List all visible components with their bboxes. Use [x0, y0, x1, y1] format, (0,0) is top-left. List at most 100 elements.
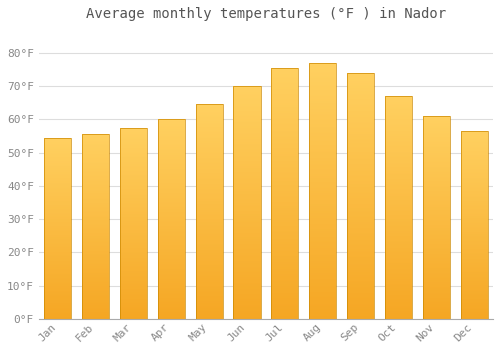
Bar	[158, 262, 185, 263]
Bar	[309, 150, 336, 151]
Bar	[460, 260, 488, 261]
Bar	[347, 260, 374, 261]
Bar	[347, 300, 374, 302]
Bar	[422, 220, 450, 222]
Bar	[196, 256, 223, 257]
Bar	[158, 315, 185, 316]
Bar	[422, 165, 450, 166]
Bar	[82, 235, 109, 236]
Bar	[422, 224, 450, 225]
Bar	[271, 229, 298, 230]
Bar	[234, 175, 260, 176]
Bar	[422, 124, 450, 125]
Bar	[158, 234, 185, 235]
Bar	[347, 234, 374, 235]
Bar	[196, 227, 223, 228]
Bar	[271, 286, 298, 287]
Bar	[460, 308, 488, 309]
Bar	[347, 226, 374, 228]
Bar	[309, 293, 336, 295]
Bar	[158, 165, 185, 166]
Bar	[82, 191, 109, 193]
Bar	[309, 260, 336, 261]
Bar	[309, 300, 336, 301]
Bar	[234, 137, 260, 139]
Bar	[422, 122, 450, 123]
Bar	[234, 163, 260, 164]
Bar	[158, 213, 185, 214]
Bar	[234, 173, 260, 175]
Bar	[120, 249, 147, 250]
Bar	[422, 190, 450, 191]
Bar	[385, 194, 412, 195]
Bar	[234, 230, 260, 232]
Bar	[82, 144, 109, 145]
Bar	[120, 254, 147, 255]
Bar	[347, 252, 374, 254]
Bar	[196, 189, 223, 190]
Bar	[271, 201, 298, 202]
Bar	[82, 190, 109, 191]
Bar	[196, 294, 223, 295]
Bar	[196, 239, 223, 240]
Bar	[120, 275, 147, 276]
Bar	[385, 213, 412, 214]
Bar	[234, 108, 260, 110]
Bar	[120, 240, 147, 241]
Bar	[196, 230, 223, 231]
Bar	[158, 301, 185, 302]
Bar	[82, 225, 109, 226]
Bar	[347, 256, 374, 257]
Bar	[347, 308, 374, 309]
Bar	[158, 199, 185, 200]
Bar	[271, 224, 298, 225]
Bar	[385, 239, 412, 240]
Bar	[120, 223, 147, 224]
Bar	[385, 264, 412, 265]
Bar	[460, 230, 488, 231]
Bar	[385, 261, 412, 262]
Bar	[234, 290, 260, 291]
Bar	[82, 244, 109, 245]
Bar	[347, 147, 374, 148]
Bar	[422, 222, 450, 223]
Bar	[422, 148, 450, 149]
Bar	[196, 145, 223, 146]
Bar	[234, 314, 260, 315]
Bar	[234, 141, 260, 142]
Bar	[120, 129, 147, 130]
Bar	[422, 231, 450, 232]
Bar	[120, 284, 147, 285]
Bar	[234, 158, 260, 160]
Bar	[422, 128, 450, 129]
Bar	[120, 280, 147, 281]
Bar	[120, 309, 147, 310]
Bar	[196, 167, 223, 168]
Bar	[158, 240, 185, 241]
Bar	[120, 188, 147, 189]
Bar	[422, 314, 450, 315]
Bar	[460, 258, 488, 259]
Bar	[158, 249, 185, 250]
Bar	[158, 195, 185, 196]
Bar	[158, 171, 185, 172]
Bar	[196, 109, 223, 110]
Bar	[460, 290, 488, 291]
Bar	[196, 158, 223, 159]
Bar	[347, 224, 374, 225]
Bar	[347, 82, 374, 83]
Bar	[196, 104, 223, 319]
Bar	[120, 181, 147, 182]
Bar	[422, 212, 450, 214]
Bar	[44, 261, 72, 262]
Bar	[44, 230, 72, 231]
Bar	[347, 204, 374, 206]
Bar	[422, 216, 450, 217]
Bar	[385, 203, 412, 204]
Bar	[82, 292, 109, 293]
Bar	[158, 122, 185, 123]
Bar	[120, 152, 147, 153]
Bar	[158, 259, 185, 260]
Bar	[196, 196, 223, 197]
Bar	[158, 204, 185, 205]
